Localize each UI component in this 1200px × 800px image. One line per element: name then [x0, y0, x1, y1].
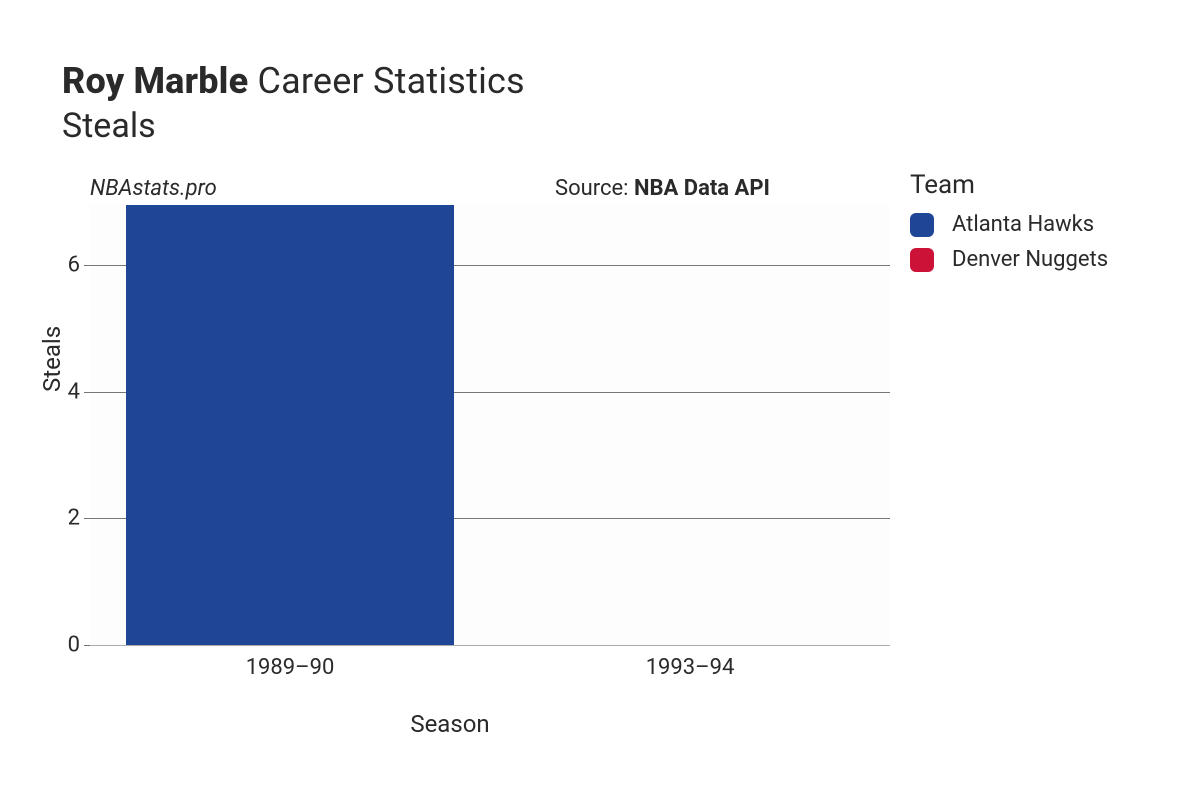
plot-background: 02461989–901993–94 [90, 205, 890, 645]
chart-subtitle: Steals [62, 106, 525, 146]
chart-title-line1: Roy Marble Career Statistics [62, 60, 525, 102]
y-axis-title: Steals [38, 326, 66, 392]
legend-swatch [910, 248, 934, 272]
source-attribution: Source: NBA Data API [555, 176, 770, 201]
x-axis-title: Season [410, 710, 489, 738]
legend-item: Atlanta Hawks [910, 212, 1108, 237]
title-rest: Career Statistics [257, 60, 524, 102]
y-tick-mark [84, 265, 90, 266]
player-name: Roy Marble [62, 60, 248, 102]
y-tick-mark [84, 645, 90, 646]
legend-title: Team [910, 170, 1108, 200]
chart-plot-area: 02461989–901993–94 [90, 205, 890, 645]
y-tick-mark [84, 392, 90, 393]
source-name: NBA Data API [634, 176, 770, 201]
baseline [90, 645, 890, 646]
x-tick-label: 1989–90 [246, 655, 335, 680]
y-tick-label: 6 [68, 253, 80, 278]
legend: Team Atlanta Hawks Denver Nuggets [910, 170, 1108, 282]
watermark-text: NBAstats.pro [90, 176, 217, 201]
bar [126, 205, 454, 645]
y-tick-label: 2 [68, 506, 80, 531]
legend-swatch [910, 213, 934, 237]
legend-label: Atlanta Hawks [952, 212, 1094, 237]
source-prefix: Source: [555, 176, 634, 201]
x-tick-label: 1993–94 [646, 655, 735, 680]
chart-title-block: Roy Marble Career Statistics Steals [62, 60, 525, 146]
legend-item: Denver Nuggets [910, 247, 1108, 272]
y-tick-label: 4 [68, 379, 80, 404]
y-tick-label: 0 [68, 633, 80, 658]
legend-label: Denver Nuggets [952, 247, 1108, 272]
y-tick-mark [84, 518, 90, 519]
